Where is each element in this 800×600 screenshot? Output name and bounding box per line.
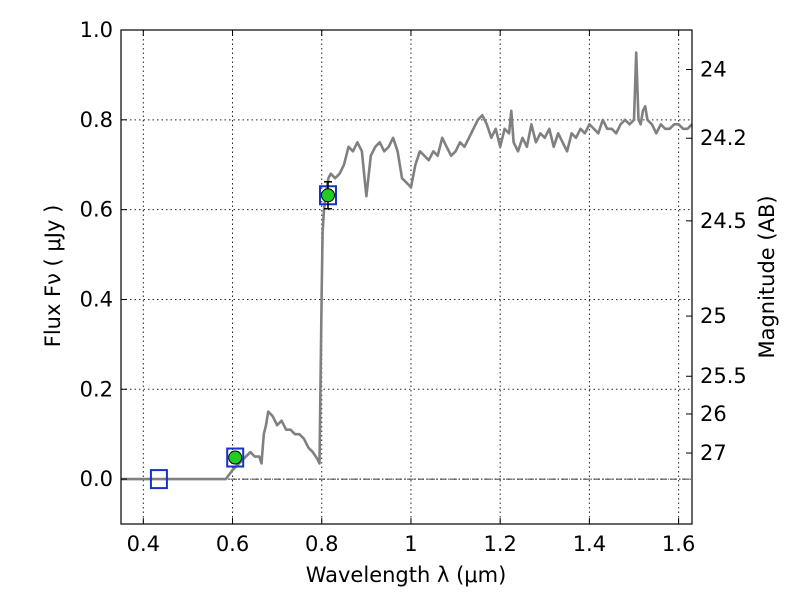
- x-tick-label-5: 1.4: [573, 532, 606, 556]
- y2-tick-label-3: 25: [700, 304, 727, 328]
- photometry-box-0: [149, 469, 168, 490]
- y-tick-label-2: 0.4: [80, 287, 113, 311]
- x-axis-ticks: 0.4 0.6 0.8 1 1.2 1.4 1.6: [127, 30, 695, 556]
- photometry-point-2: [320, 188, 335, 203]
- x-tick-label-4: 1.2: [483, 532, 516, 556]
- y-tick-label-0: 0.0: [80, 467, 113, 491]
- y2-tick-label-1: 24.2: [700, 126, 747, 150]
- y2-tick-label-0: 24: [700, 58, 727, 82]
- y2-axis-ticks: 24 24.2 24.5 25 25.5 26 27: [686, 58, 747, 465]
- x-tick-label-0: 0.4: [127, 532, 160, 556]
- x-tick-label-2: 0.8: [305, 532, 338, 556]
- y-tick-label-1: 0.2: [80, 377, 113, 401]
- x-tick-label-1: 0.6: [216, 532, 249, 556]
- photometry-box-1: [226, 447, 245, 468]
- y2-tick-label-2: 24.5: [700, 209, 747, 233]
- photometry-points: [149, 181, 337, 490]
- x-axis-label: Wavelength λ (μm): [306, 563, 507, 587]
- y2-tick-label-6: 27: [700, 441, 727, 465]
- spectrum-line: [121, 51, 693, 481]
- y2-tick-label-4: 25.5: [700, 364, 747, 388]
- spectrum-series: [121, 51, 693, 481]
- y2-tick-label-5: 26: [700, 402, 727, 426]
- y-axis-label: Flux Fν ( μJy ): [41, 205, 65, 348]
- y2-axis-label: Magnitude (AB): [755, 195, 779, 358]
- plot-frame: [120, 29, 693, 525]
- y-tick-label-3: 0.6: [80, 198, 113, 222]
- photometry-point-1: [228, 450, 243, 465]
- x-tick-label-6: 1.6: [662, 532, 695, 556]
- y-tick-label-5: 1.0: [80, 18, 113, 42]
- y-tick-label-4: 0.8: [80, 108, 113, 132]
- y-axis-ticks: 0.0 0.2 0.4 0.6 0.8 1.0: [80, 18, 127, 491]
- x-tick-label-3: 1: [404, 532, 417, 556]
